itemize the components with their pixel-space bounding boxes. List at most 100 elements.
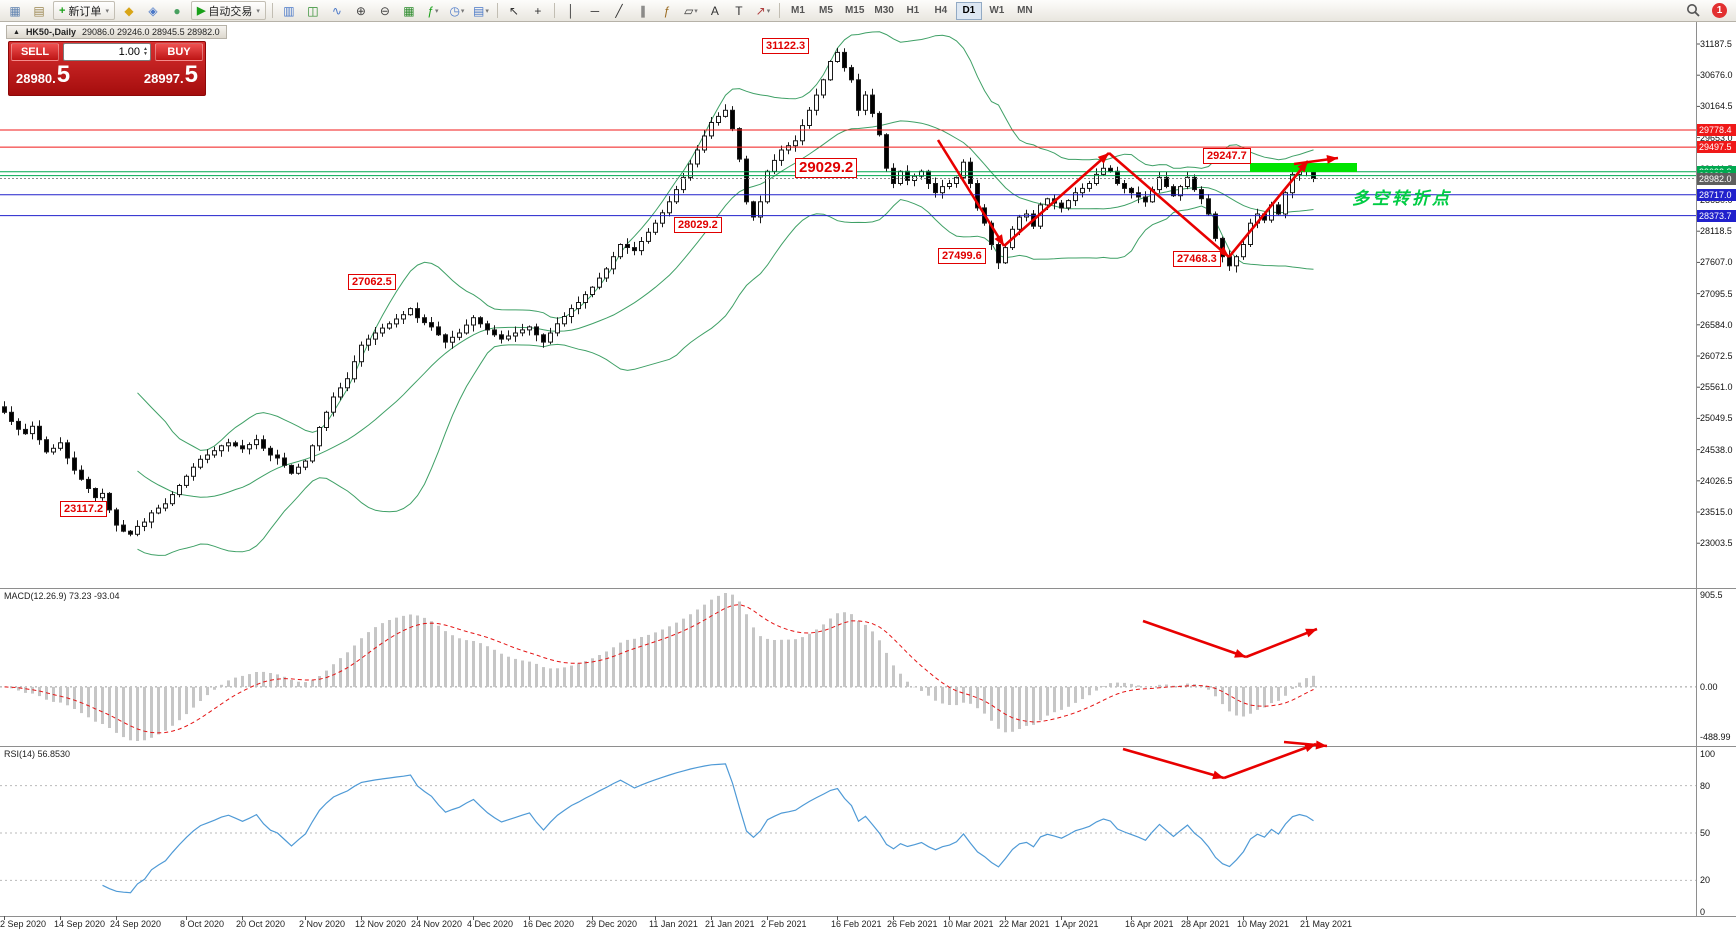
timeframe-h1[interactable]: H1 [906, 5, 920, 16]
price-axis-label: 28118.5 [1700, 226, 1732, 237]
turning-point-annotation: 多空转折点 [1352, 189, 1452, 208]
sell-button[interactable]: SELL [11, 43, 59, 61]
tile-windows-icon[interactable]: ▦ [403, 3, 415, 18]
price-swing-arrows [1227, 160, 1310, 258]
candlestick-series [2, 48, 1316, 537]
chart-price-label[interactable]: 27499.6 [938, 248, 986, 264]
price-swing-arrows-head [1097, 153, 1109, 164]
date-label: 10 Mar 2021 [943, 919, 994, 929]
chart-price-label[interactable]: 31122.3 [762, 38, 810, 54]
indicators-icon[interactable]: ƒ ▾ [427, 3, 439, 18]
crosshair-icon[interactable]: + [534, 3, 542, 18]
timeframe-m5[interactable]: M5 [818, 5, 833, 16]
chart-price-label[interactable]: 23117.2 [60, 501, 108, 517]
volume-spinner[interactable]: ▲ ▼ [143, 47, 148, 57]
dropdown-arrow-icon: ▾ [256, 7, 260, 15]
horizontal-line-icon[interactable]: ─ [590, 3, 600, 18]
date-label: 11 Jan 2021 [649, 919, 698, 929]
price-axis-label: 29653.0 [1700, 132, 1733, 143]
arrows-icon[interactable]: ↗ ▾ [755, 3, 771, 18]
channel-icon[interactable]: ∥ [639, 3, 646, 18]
vertical-line-icon[interactable]: │ [567, 3, 575, 18]
trade-panel-top-row: SELL 1.00 ▲ ▼ BUY [9, 42, 205, 62]
volume-down-icon[interactable]: ▼ [143, 51, 148, 57]
toolbar-separator [778, 3, 780, 18]
auto-trading-button[interactable]: ▶ 自动交易 ▾ [190, 1, 266, 20]
chart-price-label[interactable]: 29029.2 [795, 158, 858, 178]
dropdown-arrow-icon: ▾ [105, 7, 109, 15]
dropdown-arrow-icon: ▾ [766, 7, 771, 15]
line-chart-icon[interactable]: ∿ [331, 3, 342, 18]
chart-price-label[interactable]: 28029.2 [674, 217, 722, 233]
timeframe-mn[interactable]: MN [1017, 5, 1033, 16]
volume-up-icon[interactable]: ▲ [143, 46, 148, 52]
new-chart-icon[interactable]: ▦ [9, 3, 21, 18]
one-click-trading-panel: SELL 1.00 ▲ ▼ BUY 28980. 5 28997. 5 [8, 41, 206, 96]
trendline-icon[interactable]: ╱ [615, 3, 623, 18]
date-label: 20 Oct 2020 [236, 919, 286, 929]
chart-price-label[interactable]: 29247.7 [1203, 148, 1251, 164]
date-label: 16 Dec 2020 [523, 919, 575, 929]
macd-swing-arrows [1245, 627, 1318, 659]
trend-arrows [936, 139, 1357, 780]
price-axis-label: 25561.0 [1700, 382, 1733, 393]
date-label: 21 May 2021 [1300, 919, 1353, 929]
price-axis-badge: 28717.0 [1697, 188, 1736, 201]
date-label: 2 Nov 2020 [299, 919, 346, 929]
zoom-in-icon[interactable]: ⊕ [355, 3, 366, 18]
zoom-out-icon[interactable]: ⊖ [379, 3, 390, 18]
candlestick-icon[interactable]: ◫ [307, 3, 319, 18]
profiles-icon[interactable]: ▤ [33, 3, 45, 18]
price-axis-label: 26584.0 [1700, 319, 1733, 330]
toolbar-separator [271, 3, 273, 18]
template-icon[interactable]: ▤ ▾ [473, 3, 489, 18]
new-order-button[interactable]: + 新订单 ▾ [53, 1, 115, 20]
navigator-icon[interactable]: ● [173, 3, 181, 18]
macd-axis-max: 905.5 [1700, 590, 1723, 600]
volume-input[interactable]: 1.00 ▲ ▼ [63, 43, 151, 61]
timeframe-toolbar: M1 M5 M15 M30 H1 H4 D1 W1 MN [784, 1, 1039, 20]
data-window-icon[interactable]: ◈ [148, 3, 158, 18]
date-label: 2 Sep 2020 [0, 919, 47, 929]
timeframe-m1[interactable]: M1 [790, 5, 805, 16]
shapes-icon[interactable]: ▱ ▾ [684, 3, 698, 18]
chart-symbol: HK50-,Daily [25, 27, 76, 37]
timeframe-h4[interactable]: H4 [934, 5, 948, 16]
new-order-button-label: 新订单 [68, 5, 102, 18]
timeframe-d1[interactable]: D1 [955, 1, 982, 20]
date-label: 4 Dec 2020 [467, 919, 514, 929]
notification-badge[interactable]: 1 [1712, 3, 1727, 18]
bar-chart-icon[interactable]: ▥ [283, 3, 295, 18]
market-watch-icon[interactable]: ◆ [124, 3, 134, 18]
fibonacci-icon[interactable]: ƒ [663, 3, 671, 18]
search-icon[interactable] [1682, 1, 1704, 21]
price-axis-label: 26072.5 [1700, 351, 1733, 361]
chart-window-caption[interactable]: ▲ HK50-,Daily 29086.0 29246.0 28945.5 28… [6, 25, 227, 39]
timeframe-w1[interactable]: W1 [989, 5, 1005, 16]
rsi-axis-label: 20 [1700, 875, 1711, 886]
macd-swing-arrows-head [1234, 649, 1246, 658]
toolbar-right: 1 [1681, 1, 1733, 21]
timeframe-m15[interactable]: M15 [844, 5, 865, 16]
price-axis-badge: 29497.5 [1697, 141, 1736, 154]
panel-frame [0, 22, 1736, 920]
chart-price-label[interactable]: 27468.3 [1173, 251, 1221, 267]
volume-value: 1.00 [118, 46, 141, 58]
label-icon[interactable]: T [735, 3, 743, 18]
chart-price-label[interactable]: 27062.5 [348, 274, 396, 290]
price-swing-arrows-head [1297, 161, 1308, 173]
text-icon[interactable]: A [710, 3, 719, 18]
toolbar-separator [496, 3, 498, 18]
price-swing-arrows-head [994, 234, 1004, 246]
date-label: 14 Sep 2020 [54, 919, 106, 929]
timeframe-m30[interactable]: M30 [874, 5, 894, 16]
price-axis-label: 25049.5 [1700, 413, 1733, 424]
date-label: 24 Sep 2020 [110, 919, 162, 929]
cursor-icon[interactable]: ↖ [508, 3, 519, 18]
buy-price-big-digit: 5 [184, 61, 198, 88]
period-icon[interactable]: ◷ ▾ [449, 3, 465, 18]
toolbar-separator [553, 3, 555, 18]
buy-button[interactable]: BUY [155, 43, 203, 61]
